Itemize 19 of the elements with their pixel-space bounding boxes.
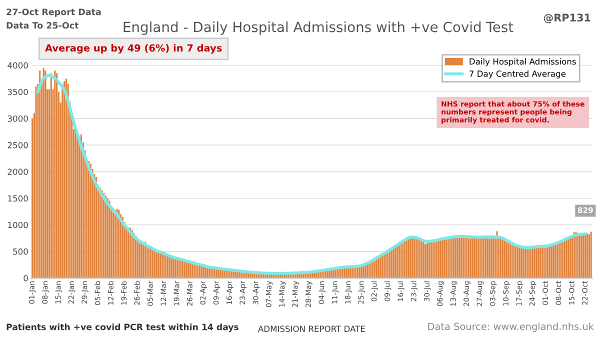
source-note: Data Source: www.england.nhs.uk <box>428 322 594 332</box>
text: @RP131 <box>544 14 590 24</box>
y-tick-label: 2000 <box>8 168 28 175</box>
y-tick-label: 2500 <box>8 142 28 148</box>
text: Data To 25-Oct <box>6 22 79 29</box>
y-tick-label: 3000 <box>8 115 28 122</box>
legend-label: 7 Day Centred Average <box>470 70 566 78</box>
y-tick-label: 1500 <box>8 195 28 202</box>
legend-label: Daily Hospital Admissions <box>470 58 576 66</box>
text: Average up by 49 (6%) in 7 days <box>45 44 222 54</box>
y-tick-label: 1000 <box>8 222 28 228</box>
text: Patients with +ve covid PCR test within 14 days <box>6 324 238 332</box>
y-tick-label: 0 <box>24 275 28 282</box>
x-axis-title: ADMISSION REPORT DATE <box>258 326 365 332</box>
y-tick-label: 3500 <box>8 88 28 96</box>
y-tick-label: 4000 <box>8 62 28 69</box>
text: 27-Oct Report Data <box>6 8 101 17</box>
chart-title: England - Daily Hospital Admissions with +ve Covid Test <box>124 21 514 35</box>
y-tick-label: 500 <box>13 248 28 255</box>
